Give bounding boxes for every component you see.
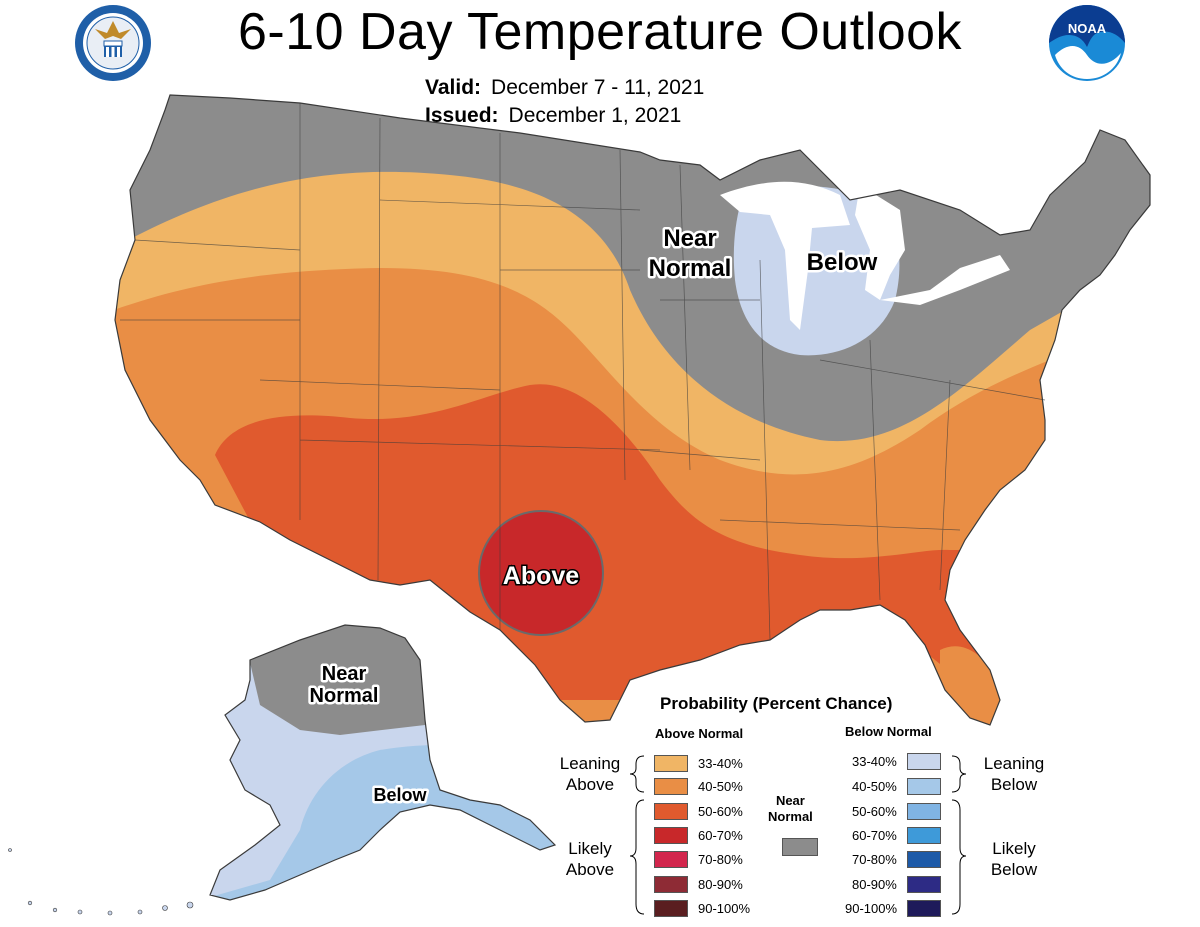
legend-below-row-50-60: 50-60% [852,803,941,820]
swatch-above-60-70 [654,827,688,844]
range-label: 70-80% [698,852,743,867]
aleutian-islands [8,848,194,916]
issued-value: December 1, 2021 [508,104,682,127]
range-label: 70-80% [852,852,897,867]
swatch-above-70-80 [654,851,688,868]
likely-above-line2: Above [565,860,615,879]
noaa-logo-icon: NOAA [1049,5,1125,81]
legend-above-header: Above Normal [655,726,744,741]
range-label: 40-50% [852,779,897,794]
legend-above-row-50-60: 50-60% [654,803,743,820]
swatch-above-90-100 [654,900,688,917]
legend-near-normal-label: Near Normal [768,793,813,825]
leaning-below-line2: Below [990,775,1038,794]
swatch-below-50-60 [906,803,941,820]
legend-title: Probability (Percent Chance) [660,694,893,713]
near-normal-label-alaska-line2: Normal [310,685,379,707]
date-block: Valid: December 7 - 11, 2021 Issued: Decem… [425,74,704,130]
noaa-logo-text: NOAA [1068,21,1107,36]
range-label: 80-90% [698,877,743,892]
swatch-above-40-50 [654,778,688,795]
range-label: 80-90% [852,877,897,892]
likely-above-label: Likely Above [552,838,628,880]
swatch-below-60-70 [906,827,941,844]
leaning-below-line1: Leaning [983,754,1045,773]
near-normal-label-alaska-line1: Near [322,663,367,685]
legend-above-row-60-70: 60-70% [654,827,743,844]
near-normal-line1: Near [775,793,805,808]
swatch-below-70-80 [906,851,941,868]
swatch-above-80-90 [654,876,688,893]
swatch-below-80-90 [906,876,941,893]
swatch-above-33-40 [654,755,688,772]
alaska-outline [209,624,557,901]
likely-below-label: Likely Below [976,838,1052,880]
conus-outline [114,94,1151,726]
near-normal-line2: Normal [768,809,813,824]
legend-above-row-33-40: 33-40% [654,755,743,772]
legend-below-row-90-100: 90-100% [845,900,942,917]
issued-line: Issued: December 1, 2021 [425,102,704,130]
legend-below-row-33-40: 33-40% [852,753,941,770]
likely-above-brace [629,799,645,915]
above-label-conus: Above [503,562,580,590]
leaning-below-label: Leaning Below [976,753,1052,795]
legend-above-row-40-50: 40-50% [654,778,743,795]
below-label-conus: Below [807,249,878,276]
legend-above-row-90-100: 90-100% [654,900,750,917]
range-label: 33-40% [852,754,897,769]
swatch-above-50-60 [654,803,688,820]
legend-above-row-80-90: 80-90% [654,876,743,893]
range-label: 60-70% [698,828,743,843]
valid-value: December 7 - 11, 2021 [491,76,705,99]
valid-line: Valid: December 7 - 11, 2021 [425,74,704,102]
likely-below-line2: Below [990,860,1038,879]
legend-below-row-40-50: 40-50% [852,778,941,795]
legend-above-row-70-80: 70-80% [654,851,743,868]
range-label: 60-70% [852,828,897,843]
legend-braces [629,755,967,915]
range-label: 90-100% [845,901,898,916]
swatch-below-90-100 [907,900,942,917]
map-title: 6-10 Day Temperature Outlook [237,3,963,61]
leaning-above-label: Leaning Above [552,753,628,795]
commerce-seal-icon [75,5,151,81]
range-label: 40-50% [698,779,743,794]
state-boundaries [120,103,1046,641]
range-label: 50-60% [698,804,743,819]
leaning-above-brace [629,755,645,793]
leaning-above-line2: Above [565,775,615,794]
issued-label: Issued: [425,104,499,127]
leaning-below-brace [951,755,967,793]
below-label-alaska: Below [373,785,427,805]
valid-label: Valid: [425,76,482,99]
swatch-near-normal [782,838,818,856]
swatch-below-33-40 [906,753,941,770]
legend-below-row-60-70: 60-70% [852,827,941,844]
likely-below-brace [951,799,967,915]
likely-below-line1: Likely [992,839,1036,858]
range-label: 50-60% [852,804,897,819]
near-normal-label-line1: Near [663,225,716,252]
range-label: 33-40% [698,756,743,771]
legend-below-row-70-80: 70-80% [852,851,941,868]
legend-below-header: Below Normal [845,724,932,739]
swatch-below-40-50 [906,778,941,795]
legend-below-row-80-90: 80-90% [852,876,941,893]
leaning-above-line1: Leaning [559,754,621,773]
likely-above-line1: Likely [568,839,612,858]
range-label: 90-100% [698,901,751,916]
near-normal-label-line2: Normal [649,255,732,282]
